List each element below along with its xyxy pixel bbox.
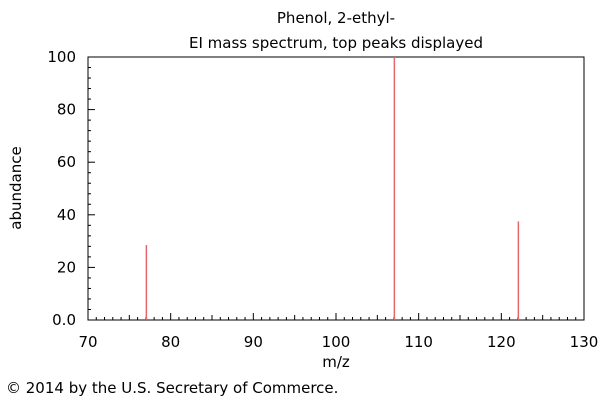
x-tick-label: 80	[161, 333, 180, 351]
x-tick-label: 120	[487, 333, 516, 351]
chart-subtitle: EI mass spectrum, top peaks displayed	[189, 34, 483, 52]
y-tick-label: 60	[57, 153, 76, 171]
y-axis-label: abundance	[7, 146, 25, 229]
y-tick-label: 40	[57, 206, 76, 224]
x-tick-label: 90	[244, 333, 263, 351]
chart-title: Phenol, 2-ethyl-	[277, 9, 395, 27]
x-tick-label: 100	[322, 333, 351, 351]
x-tick-label: 70	[78, 333, 97, 351]
y-tick-label: 80	[57, 101, 76, 119]
plot-frame	[87, 56, 585, 321]
plot-area: 70 80 90 100 110 120 130 0.0 20 40 60 80 100	[47, 48, 598, 351]
y-tick-label: 0.0	[52, 311, 76, 329]
copyright-footer: © 2014 by the U.S. Secretary of Commerce…	[6, 379, 339, 397]
x-axis-label: m/z	[322, 353, 350, 371]
y-tick-label: 20	[57, 258, 76, 276]
x-tick-label: 130	[570, 333, 599, 351]
y-tick-label: 100	[47, 48, 76, 66]
x-tick-label: 110	[404, 333, 433, 351]
